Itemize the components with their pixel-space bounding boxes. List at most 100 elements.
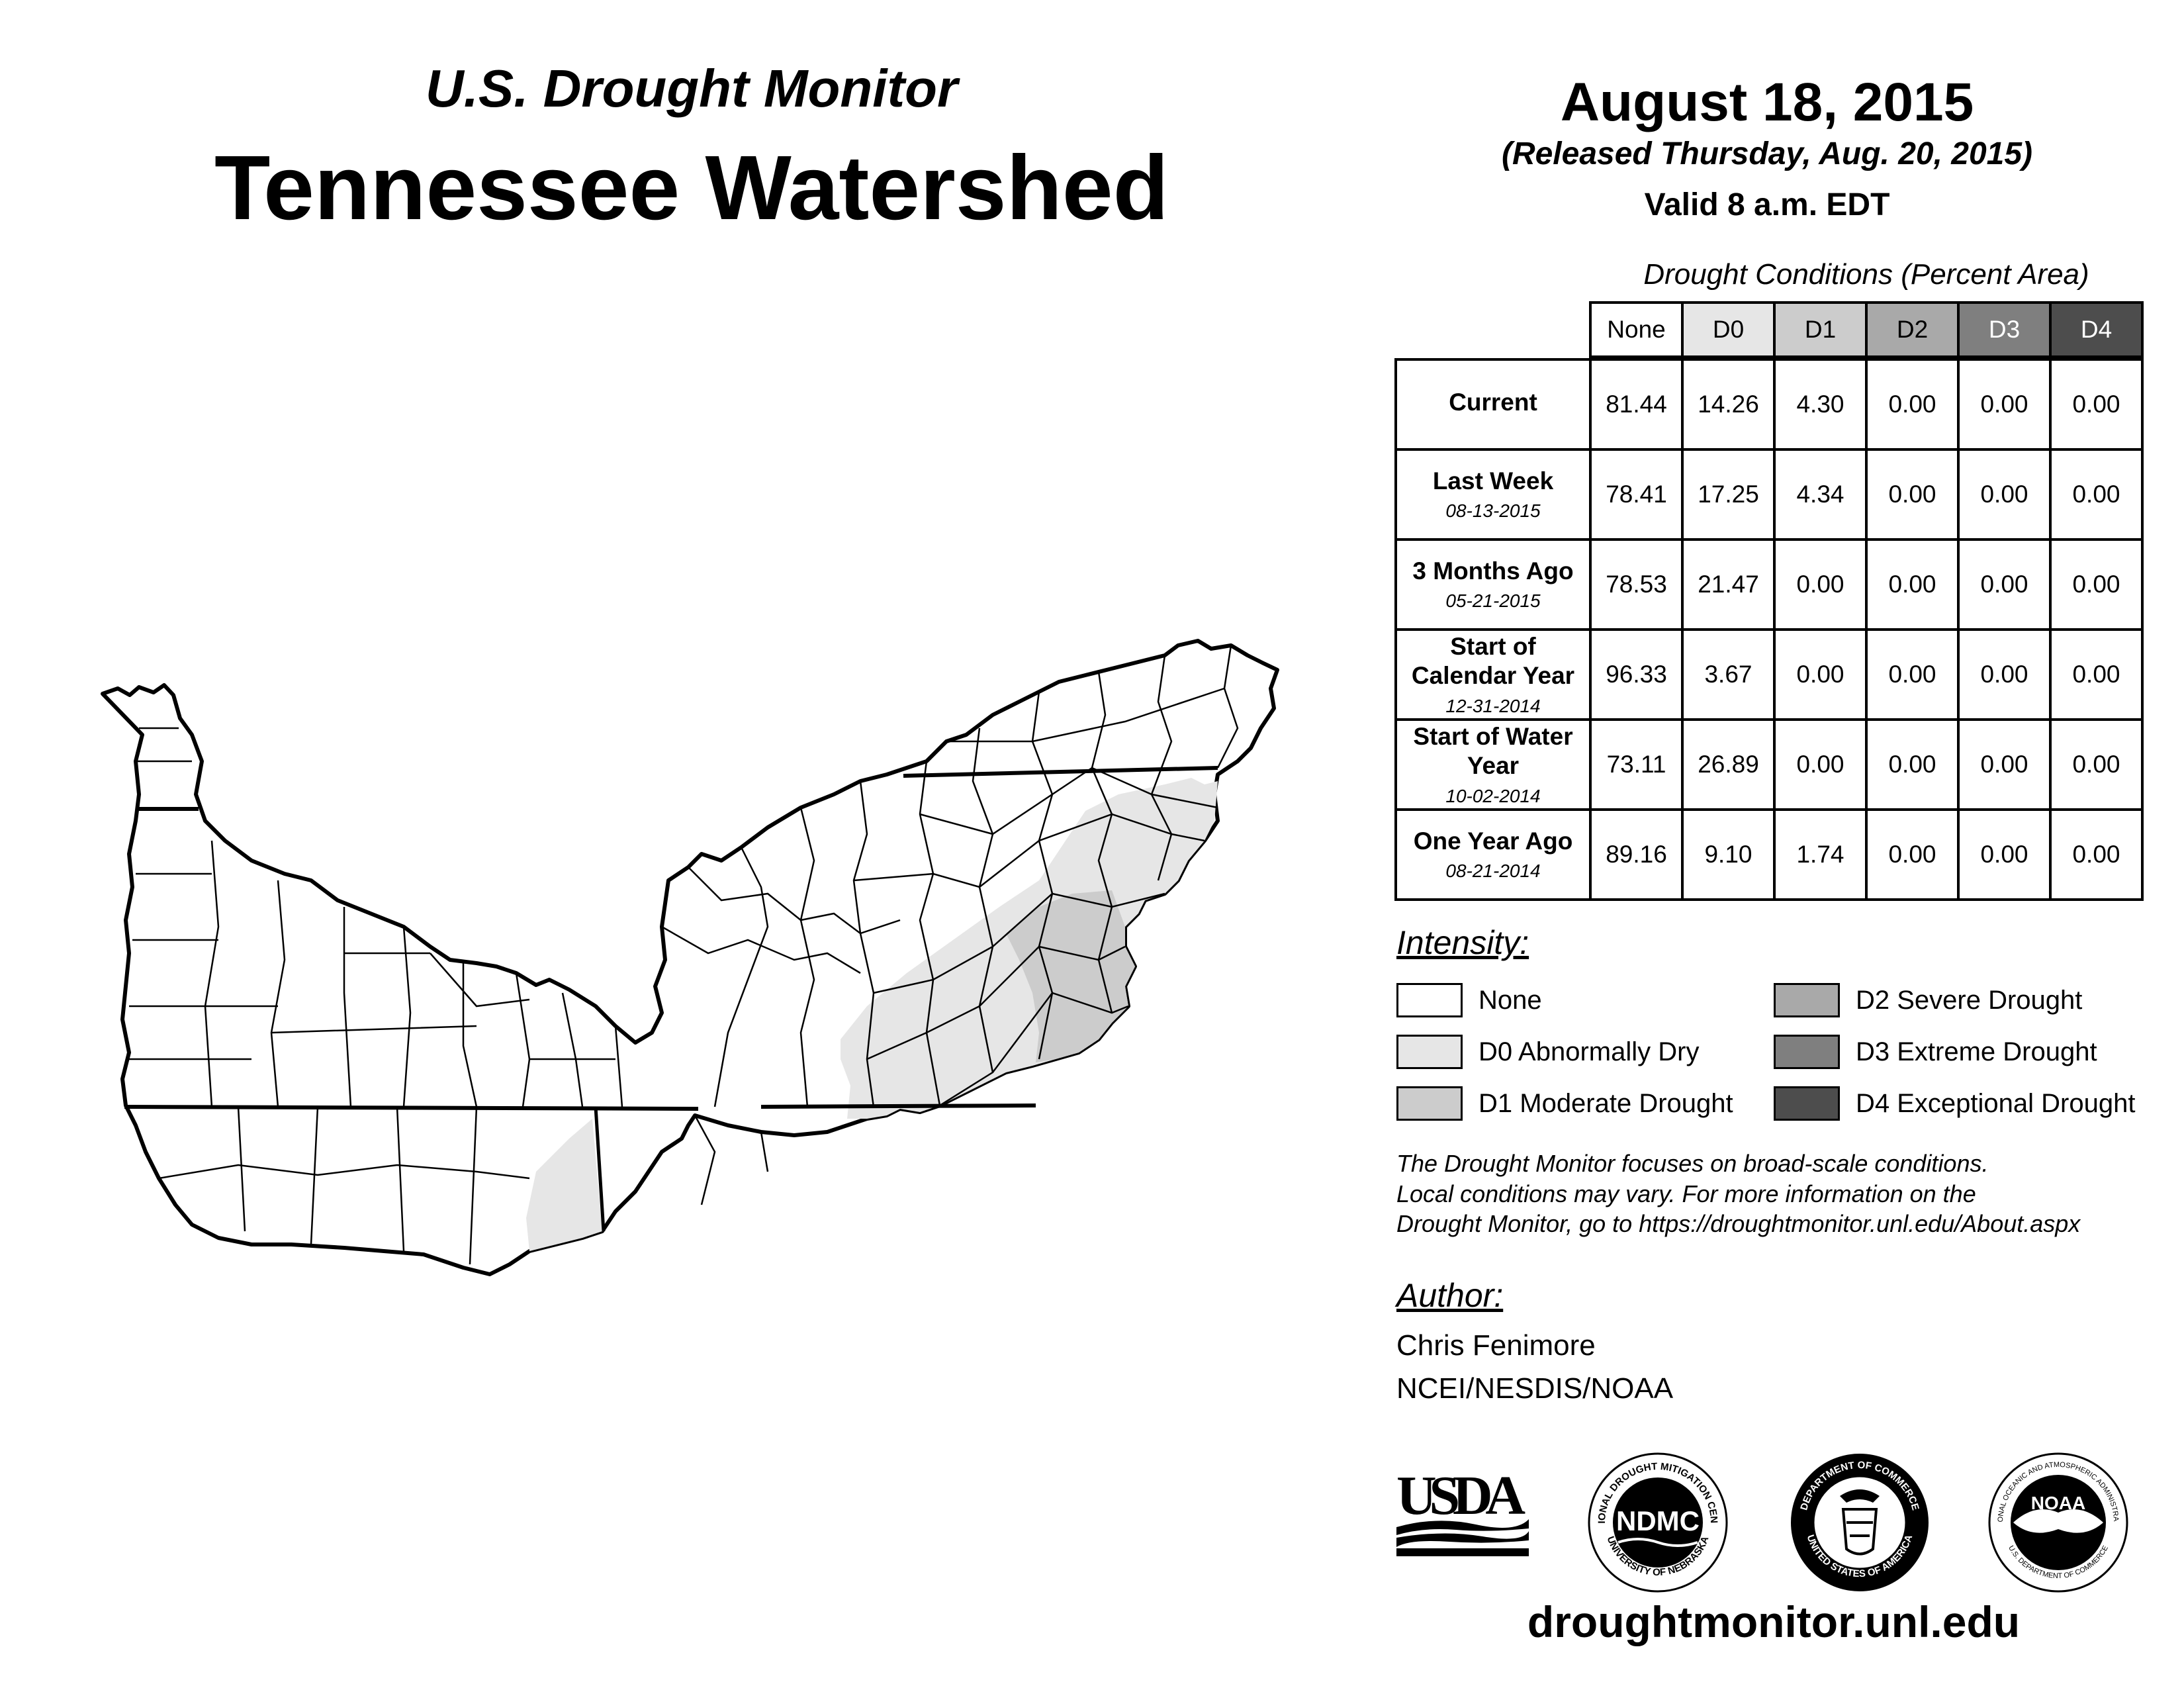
legend-item-d3: D3 Extreme Drought [1774,1035,2097,1069]
state-line-va-tn [903,766,1218,778]
legend-label: D4 Exceptional Drought [1856,1088,2136,1118]
row-date: 08-13-2015 [1445,500,1541,522]
col-header-d4: D4 [2049,301,2144,358]
row-date: 12-31-2014 [1445,695,1541,716]
row-label-text: One Year Ago [1413,827,1573,855]
ndmc-logo: NATIONAL DROUGHT MITIGATION CENTER UNIVE… [1585,1450,1728,1593]
legend-item-d4: D4 Exceptional Drought [1774,1086,2135,1121]
table-cell: 0.00 [1773,628,1868,721]
table-cell: 73.11 [1589,718,1684,811]
map-date: August 18, 2015 [1560,72,1974,132]
row-label-text: Current [1449,388,1537,416]
col-header-d1: D1 [1773,301,1868,358]
col-header-d2: D2 [1865,301,1960,358]
valid-time: Valid 8 a.m. EDT [1644,187,1890,222]
table-cell: 0.00 [1957,538,2052,631]
disclaimer-note: The Drought Monitor focuses on broad-sca… [1396,1149,2158,1239]
map-title: Tennessee Watershed [214,137,1169,239]
usda-logo: USDA [1396,1466,1529,1556]
legend-label: None [1479,985,1542,1015]
table-cell: 78.41 [1589,448,1684,541]
author-org: NCEI/NESDIS/NOAA [1396,1372,1674,1405]
legend-swatch [1774,1086,1840,1121]
row-label-text: Start of Water Year [1413,722,1573,780]
table-caption: Drought Conditions (Percent Area) [1643,258,2089,291]
table-cell: 0.00 [2049,808,2144,901]
note-line: The Drought Monitor focuses on broad-sca… [1396,1150,1989,1177]
table-cell: 81.44 [1589,358,1684,451]
legend-swatch [1774,1035,1840,1069]
table-cell: 1.74 [1773,808,1868,901]
row-date: 08-21-2014 [1445,861,1541,882]
row-label: 3 Months Ago 05-21-2015 [1394,538,1592,631]
table-cell: 0.00 [1957,358,2052,451]
row-label-text: Start of Calendar Year [1411,632,1575,690]
legend-swatch [1396,1086,1463,1121]
table-cell: 0.00 [2049,538,2144,631]
legend-label: D1 Moderate Drought [1479,1088,1733,1118]
table-cell: 96.33 [1589,628,1684,721]
noaa-logo: NATIONAL OCEANIC AND ATMOSPHERIC ADMINIS… [1985,1450,2128,1593]
col-header-none: None [1589,301,1684,358]
legend-item-d1: D1 Moderate Drought [1396,1086,1733,1121]
legend-item-d0: D0 Abnormally Dry [1396,1035,1699,1069]
noaa-logo-text: NOAA [2031,1493,2085,1513]
note-line: Local conditions may vary. For more info… [1396,1180,1976,1207]
legend-item-none: None [1396,983,1542,1017]
table-row: 3 Months Ago 05-21-2015 78.53 21.47 0.00 0.00… [1394,538,2144,631]
website-link[interactable]: droughtmonitor.unl.edu [1527,1597,2021,1646]
table-cell: 9.10 [1681,808,1776,901]
author-block: Chris Fenimore NCEI/NESDIS/NOAA [1396,1324,1673,1410]
table-cell: 3.67 [1681,628,1776,721]
table-row: One Year Ago 08-21-2014 89.16 9.10 1.74 0.00 0… [1394,808,2144,901]
table-cell: 17.25 [1681,448,1776,541]
col-header-d3: D3 [1957,301,2052,358]
super-title: U.S. Drought Monitor [425,59,958,118]
table-cell: 21.47 [1681,538,1776,631]
note-line: Drought Monitor, go to https://droughtmo… [1396,1210,2081,1238]
table-cell: 26.89 [1681,718,1776,811]
legend-swatch [1774,983,1840,1017]
row-date: 10-02-2014 [1445,785,1541,806]
row-label: One Year Ago 08-21-2014 [1394,808,1592,901]
table-cell: 14.26 [1681,358,1776,451]
table-cell: 0.00 [2049,628,2144,721]
d1-area-east [1006,890,1135,1062]
table-cell: 0.00 [1865,358,1960,451]
state-line-al-ga [594,1106,606,1232]
row-date: 05-21-2015 [1445,590,1541,612]
table-cell: 0.00 [1773,538,1868,631]
drought-conditions-table: None D0 D1 D2 D3 D4 Current 81.44 14.26 4.3… [1394,301,2144,901]
release-date: (Released Thursday, Aug. 20, 2015) [1501,136,2033,171]
row-label-text: 3 Months Ago [1412,557,1574,585]
usda-logo-text: USDA [1396,1466,1525,1526]
d0-area-south [526,1119,602,1251]
table-cell: 78.53 [1589,538,1684,631]
table-cell: 4.30 [1773,358,1868,451]
table-cell: 0.00 [1865,808,1960,901]
table-cell: 0.00 [1865,718,1960,811]
ndmc-logo-text: NDMC [1616,1505,1700,1536]
commerce-seal-logo: DEPARTMENT OF COMMERCE UNITED STATES OF … [1791,1454,1929,1591]
legend-item-d2: D2 Severe Drought [1774,983,2082,1017]
table-cell: 0.00 [1957,718,2052,811]
legend-label: D0 Abnormally Dry [1479,1037,1700,1066]
row-label: Start of Water Year 10-02-2014 [1394,718,1592,811]
table-cell: 89.16 [1589,808,1684,901]
table-cell: 0.00 [1865,538,1960,631]
row-label: Last Week 08-13-2015 [1394,448,1592,541]
legend-title: Intensity: [1396,924,1529,961]
table-cell: 4.34 [1773,448,1868,541]
author-heading: Author: [1396,1277,1504,1314]
table-cell: 0.00 [2049,358,2144,451]
watershed-map [101,639,1279,1276]
table-cell: 0.00 [1865,448,1960,541]
row-label: Current [1394,358,1592,451]
table-cell: 0.00 [1957,448,2052,541]
legend-label: D2 Severe Drought [1856,985,2083,1015]
table-cell: 0.00 [2049,448,2144,541]
county-lines [129,645,1239,1265]
table-row: Start of Water Year 10-02-2014 73.11 26.89 0… [1394,718,2144,811]
legend-swatch [1396,983,1463,1017]
row-label-text: Last Week [1432,467,1554,494]
